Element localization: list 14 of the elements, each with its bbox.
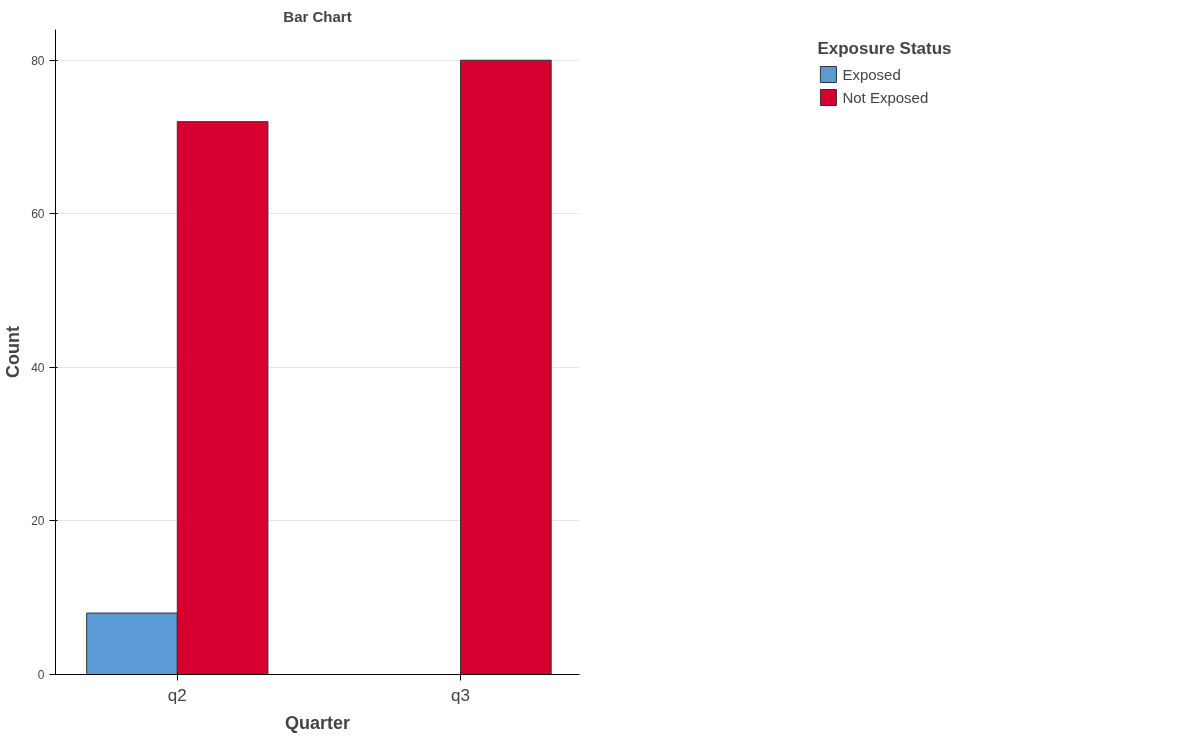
y-tick-label: 80: [31, 53, 45, 68]
y-tick-label: 60: [31, 207, 45, 222]
y-tick-label: 40: [31, 360, 45, 375]
x-axis-title: Quarter: [284, 712, 351, 733]
bar: [460, 59, 552, 675]
x-tick-label: q3: [451, 685, 471, 705]
y-axis-title: Count: [3, 326, 24, 378]
legend-label: Exposed: [842, 65, 901, 83]
legend-label: Not Exposed: [842, 88, 929, 106]
x-tick-label: q2: [167, 685, 187, 705]
y-tick-label: 0: [37, 668, 45, 682]
y-tick-label: 20: [31, 514, 45, 529]
chart-title: Bar Chart: [283, 7, 352, 25]
legend-title: Exposure Status: [817, 39, 952, 59]
